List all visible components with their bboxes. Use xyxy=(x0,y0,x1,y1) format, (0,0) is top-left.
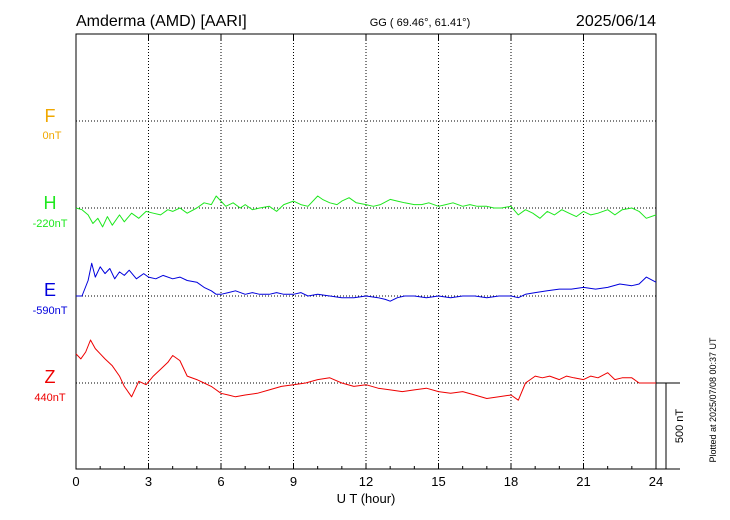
series-line-h xyxy=(75,195,657,228)
grid xyxy=(76,34,656,469)
series-layer xyxy=(75,195,657,401)
scale-bar: 500 nT xyxy=(656,382,686,470)
series-offset-z: 440nT xyxy=(34,392,65,404)
x-tick-label: 24 xyxy=(649,474,663,489)
scale-bar-label: 500 nT xyxy=(674,409,686,444)
station-title: Amderma (AMD) [AARI] xyxy=(76,13,247,30)
series-label-h: H xyxy=(44,193,57,213)
x-tick-label: 21 xyxy=(576,474,590,489)
x-axis-label: U T (hour) xyxy=(337,491,396,506)
series-label-f: F xyxy=(45,106,56,126)
series-label-e: E xyxy=(44,280,56,300)
x-tick-label: 18 xyxy=(504,474,518,489)
x-tick-label: 12 xyxy=(359,474,373,489)
series-line-z xyxy=(75,339,656,401)
x-tick-label: 3 xyxy=(145,474,152,489)
series-offset-f: 0nT xyxy=(43,130,62,142)
series-label-z: Z xyxy=(45,367,56,387)
x-axis-ticks: 0 3 6 9 12 15 18 21 24 xyxy=(72,34,663,489)
x-tick-label: 6 xyxy=(217,474,224,489)
x-tick-label: 0 xyxy=(72,474,79,489)
series-offset-h: -220nT xyxy=(33,218,68,230)
date-label: 2025/06/14 xyxy=(576,13,656,30)
series-line-e xyxy=(76,262,657,302)
coordinates-label: GG ( 69.46°, 61.41°) xyxy=(370,17,471,29)
x-tick-label: 9 xyxy=(290,474,297,489)
plotted-note: Plotted at 2025/07/08 00:37 UT xyxy=(708,337,718,463)
x-tick-label: 15 xyxy=(431,474,445,489)
series-offset-e: -590nT xyxy=(33,305,68,317)
